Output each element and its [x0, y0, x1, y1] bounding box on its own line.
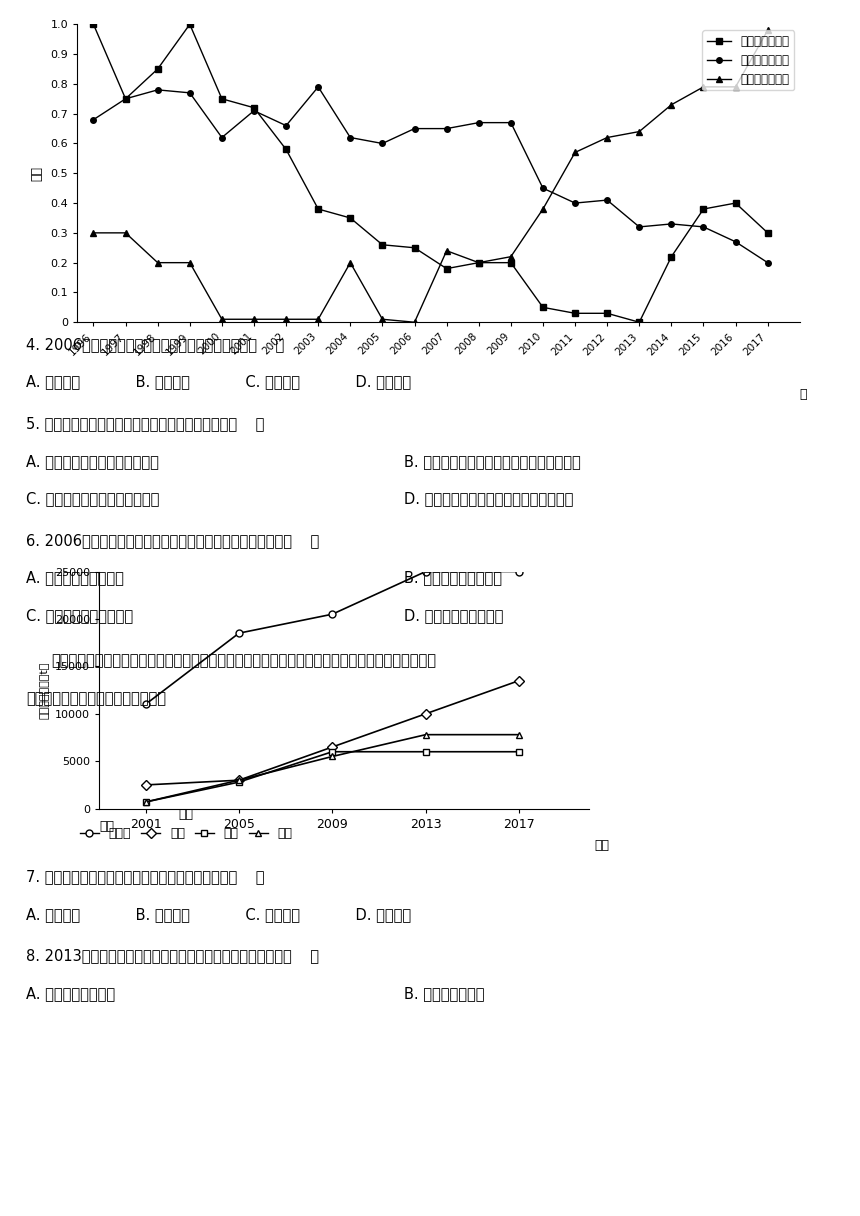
Text: B. 高耗能工业转移: B. 高耗能工业转移 — [404, 986, 485, 1001]
供给安全化指数 — [120, 91, 131, 106]
供给安全化指数 — [345, 210, 355, 225]
消费安全化指数 — [89, 112, 99, 126]
消费安全化指数 — [506, 116, 516, 130]
贸易安全化指数 — [345, 255, 355, 270]
Text: 5. 我国天然气消费安全指数波动下降的主要原因是（    ）: 5. 我国天然气消费安全指数波动下降的主要原因是（ ） — [26, 416, 264, 430]
Y-axis label: 指数: 指数 — [31, 165, 44, 181]
Text: A. 国际天然气市场价格逐渐下降: A. 国际天然气市场价格逐渐下降 — [26, 454, 159, 468]
消费安全化指数 — [763, 255, 773, 270]
Text: 业碳排放总量。据此完成下面小题。: 业碳排放总量。据此完成下面小题。 — [26, 691, 166, 706]
供给安全化指数 — [185, 17, 195, 32]
消费安全化指数 — [698, 220, 709, 235]
贸易安全化指数 — [538, 202, 548, 216]
供给安全化指数 — [602, 306, 612, 321]
供给安全化指数 — [730, 196, 740, 210]
消费安全化指数 — [730, 235, 740, 249]
消费安全化指数 — [602, 193, 612, 208]
消费安全化指数 — [634, 220, 644, 235]
Line: 贸易安全化指数: 贸易安全化指数 — [90, 28, 771, 325]
Text: 年份: 年份 — [594, 839, 609, 852]
供给安全化指数 — [666, 249, 677, 264]
供给安全化指数 — [89, 17, 99, 32]
Text: 图例: 图例 — [99, 820, 114, 833]
贸易安全化指数 — [441, 243, 452, 258]
贸易安全化指数 — [474, 255, 484, 270]
Text: C. 国内天然气消费市场逐渐萎缩: C. 国内天然气消费市场逐渐萎缩 — [26, 491, 159, 506]
Text: A. 加快天然气管道建设: A. 加快天然气管道建设 — [26, 570, 124, 586]
Line: 供给安全化指数: 供给安全化指数 — [90, 22, 771, 325]
贸易安全化指数 — [378, 313, 388, 327]
贸易安全化指数 — [763, 23, 773, 38]
供给安全化指数 — [506, 255, 516, 270]
Text: B. 扩大天然气进口来源: B. 扩大天然气进口来源 — [404, 570, 502, 586]
消费安全化指数 — [538, 181, 548, 196]
贸易安全化指数 — [217, 313, 227, 327]
消费安全化指数 — [185, 85, 195, 100]
供给安全化指数 — [409, 241, 420, 255]
Text: A. 逐年升高            B. 逐年下降            C. 总体降低            D. 总体改善: A. 逐年升高 B. 逐年下降 C. 总体降低 D. 总体改善 — [26, 375, 411, 389]
消费安全化指数 — [474, 116, 484, 130]
Text: D. 推进国内天然气开发: D. 推进国内天然气开发 — [404, 608, 504, 624]
贸易安全化指数 — [313, 313, 323, 327]
Text: 广东省划分为四个区域：珠三角地区、粤东地区、粤西地区、粤北地区。下图示意广东省四大分区工: 广东省划分为四个区域：珠三角地区、粤东地区、粤西地区、粤北地区。下图示意广东省四… — [52, 653, 437, 669]
供给安全化指数 — [441, 261, 452, 276]
Text: 年: 年 — [800, 388, 808, 401]
Text: C. 提高天然气进口集中度: C. 提高天然气进口集中度 — [26, 608, 133, 624]
Line: 消费安全化指数: 消费安全化指数 — [90, 84, 771, 265]
消费安全化指数 — [570, 196, 581, 210]
贸易安全化指数 — [506, 249, 516, 264]
Text: B. 天然气在能源消费结构中的比重逐渐提高: B. 天然气在能源消费结构中的比重逐渐提高 — [404, 454, 581, 468]
供给安全化指数 — [698, 202, 709, 216]
贸易安全化指数 — [249, 313, 259, 327]
贸易安全化指数 — [730, 79, 740, 94]
贸易安全化指数 — [698, 79, 709, 94]
消费安全化指数 — [152, 83, 163, 97]
Text: A. 能源消费结构调整: A. 能源消费结构调整 — [26, 986, 115, 1001]
消费安全化指数 — [666, 216, 677, 231]
贸易安全化指数 — [409, 315, 420, 330]
贸易安全化指数 — [152, 255, 163, 270]
Text: 8. 2013年以来，珠三角地区工业碳排放量的变化主要得益于（    ）: 8. 2013年以来，珠三角地区工业碳排放量的变化主要得益于（ ） — [26, 948, 319, 963]
供给安全化指数 — [281, 142, 292, 157]
Text: D. 煤炭在能源消费结构中的比重逐渐提高: D. 煤炭在能源消费结构中的比重逐渐提高 — [404, 491, 574, 506]
供给安全化指数 — [474, 255, 484, 270]
贸易安全化指数 — [185, 255, 195, 270]
消费安全化指数 — [378, 136, 388, 151]
贸易安全化指数 — [89, 226, 99, 241]
供给安全化指数 — [570, 306, 581, 321]
贸易安全化指数 — [602, 130, 612, 145]
消费安全化指数 — [409, 122, 420, 136]
贸易安全化指数 — [120, 226, 131, 241]
供给安全化指数 — [378, 237, 388, 252]
供给安全化指数 — [538, 300, 548, 315]
消费安全化指数 — [313, 79, 323, 94]
供给安全化指数 — [763, 226, 773, 241]
Text: A. 工业结构            B. 工业规模            C. 节能技术            D. 能源结构: A. 工业结构 B. 工业规模 C. 节能技术 D. 能源结构 — [26, 907, 411, 922]
供给安全化指数 — [313, 202, 323, 216]
供给安全化指数 — [217, 91, 227, 106]
供给安全化指数 — [152, 62, 163, 77]
消费安全化指数 — [345, 130, 355, 145]
贸易安全化指数 — [666, 97, 677, 112]
供给安全化指数 — [249, 101, 259, 116]
消费安全化指数 — [281, 118, 292, 133]
Text: 4. 2006年以来，我国天然气资源安全演变过程呈现（    ）: 4. 2006年以来，我国天然气资源安全演变过程呈现（ ） — [26, 337, 284, 351]
供给安全化指数 — [634, 315, 644, 330]
Text: 6. 2006年以来，促使我国天然气贸易安全指数上升的举措是（    ）: 6. 2006年以来，促使我国天然气贸易安全指数上升的举措是（ ） — [26, 533, 319, 548]
贸易安全化指数 — [570, 145, 581, 159]
消费安全化指数 — [120, 91, 131, 106]
消费安全化指数 — [441, 122, 452, 136]
Y-axis label: 碳排放总量（万t）: 碳排放总量（万t） — [40, 662, 49, 719]
贸易安全化指数 — [634, 124, 644, 139]
消费安全化指数 — [217, 130, 227, 145]
Legend: 供给安全化指数, 消费安全化指数, 贸易安全化指数: 供给安全化指数, 消费安全化指数, 贸易安全化指数 — [703, 30, 794, 90]
贸易安全化指数 — [281, 313, 292, 327]
消费安全化指数 — [249, 103, 259, 118]
Legend: 珠三角, 粤东, 粤西, 粤北: 珠三角, 粤东, 粤西, 粤北 — [75, 803, 298, 845]
Text: 7. 影响四大分区工业碳排放总量大小的主要因素是（    ）: 7. 影响四大分区工业碳排放总量大小的主要因素是（ ） — [26, 869, 264, 884]
